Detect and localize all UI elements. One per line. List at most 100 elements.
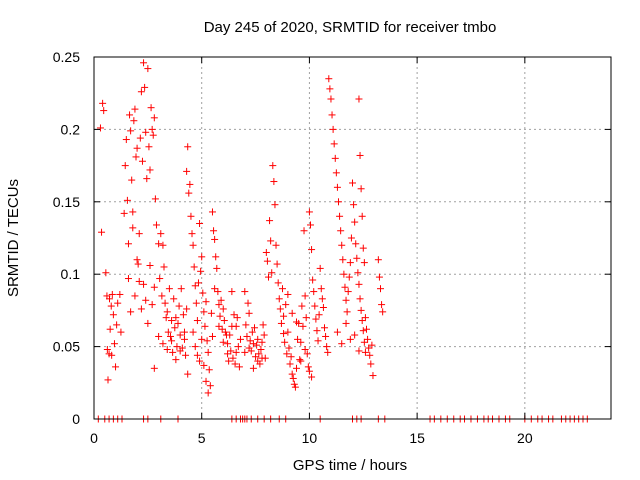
data-point [157, 230, 165, 238]
data-point [211, 235, 219, 243]
data-point [229, 354, 237, 362]
data-point [126, 111, 134, 119]
data-point [369, 372, 377, 380]
x-tick-label: 20 [517, 430, 533, 446]
data-point [116, 290, 124, 298]
data-point [235, 363, 243, 371]
data-point [378, 301, 386, 309]
data-point [319, 304, 327, 312]
data-point [212, 253, 220, 261]
data-point [192, 299, 200, 307]
data-point [282, 301, 290, 309]
data-point [308, 246, 316, 254]
data-point [176, 347, 184, 355]
data-point [184, 143, 192, 151]
data-point [215, 301, 223, 309]
data-point [243, 332, 251, 340]
data-point [359, 244, 367, 252]
data-point [246, 337, 254, 345]
data-point [169, 348, 177, 356]
data-point [331, 154, 339, 162]
data-point [328, 111, 336, 119]
data-point [214, 288, 222, 296]
data-point [150, 114, 158, 122]
data-point [353, 254, 361, 262]
x-tick-label: 15 [409, 430, 425, 446]
x-axis-label: GPS time / hours [293, 457, 407, 474]
data-point [217, 296, 225, 304]
data-points [94, 59, 591, 423]
data-point [345, 273, 353, 281]
data-point [277, 319, 285, 327]
data-point [196, 357, 204, 365]
data-point [367, 360, 375, 368]
data-point [196, 220, 204, 228]
data-point [340, 270, 348, 278]
data-point [219, 338, 227, 346]
data-point [285, 344, 293, 352]
data-point [350, 201, 358, 209]
data-point [190, 263, 198, 271]
data-point [245, 309, 253, 317]
data-point [163, 345, 171, 353]
data-point [275, 295, 283, 303]
data-point [375, 273, 383, 281]
data-point [306, 221, 314, 229]
data-point [201, 322, 209, 330]
data-point [134, 260, 142, 268]
data-point [146, 262, 154, 270]
data-point [177, 285, 185, 293]
data-point [301, 345, 309, 353]
data-point [310, 288, 318, 296]
data-point [323, 343, 331, 351]
data-point [206, 382, 214, 390]
data-point [171, 324, 179, 332]
data-point [300, 227, 308, 235]
data-point [280, 330, 288, 338]
data-point [374, 256, 382, 264]
data-point [158, 292, 166, 300]
data-point [276, 305, 284, 313]
data-point [121, 162, 129, 170]
data-point [318, 295, 326, 303]
data-point [218, 325, 226, 333]
data-point [342, 296, 350, 304]
data-point [271, 201, 279, 209]
data-point [133, 144, 141, 152]
data-point [346, 335, 354, 343]
data-point [257, 345, 265, 353]
data-point [151, 195, 159, 203]
data-point [106, 295, 114, 303]
data-point [272, 241, 280, 249]
data-point [355, 95, 363, 103]
data-point [324, 348, 332, 356]
data-point [148, 125, 156, 133]
data-point [142, 128, 150, 136]
data-point [289, 374, 297, 382]
data-point [274, 279, 282, 287]
data-point [180, 335, 188, 343]
data-point [183, 305, 191, 313]
data-point [359, 327, 367, 335]
data-point [309, 276, 317, 284]
data-point [204, 389, 212, 397]
data-point [208, 332, 216, 340]
data-point [104, 376, 112, 384]
y-tick-labels: 0 0.05 0.1 0.15 0.2 0.25 [53, 49, 80, 427]
data-point [149, 131, 157, 139]
data-point [357, 185, 365, 193]
x-tick-label: 0 [90, 430, 98, 446]
data-point [211, 285, 219, 293]
data-point [351, 218, 359, 226]
data-point [355, 347, 363, 355]
data-point [198, 335, 206, 343]
x-tick-label: 5 [198, 430, 206, 446]
data-point [263, 257, 271, 265]
data-point [124, 275, 132, 283]
data-point [184, 370, 192, 378]
data-point [343, 308, 351, 316]
data-point [233, 314, 241, 322]
data-point [198, 253, 206, 261]
data-point [176, 331, 184, 339]
data-point [202, 377, 210, 385]
